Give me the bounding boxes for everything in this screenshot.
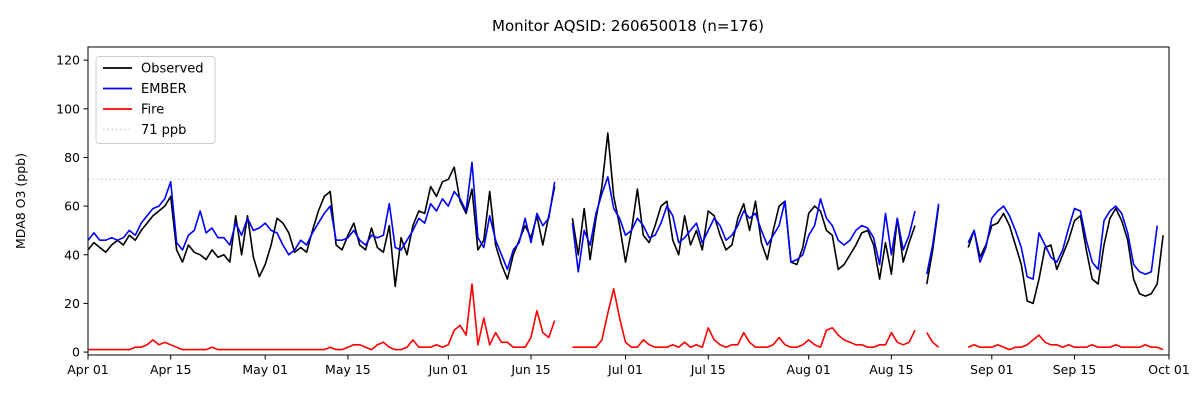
legend-label-observed: Observed xyxy=(141,62,204,77)
x-tick-label: Oct 01 xyxy=(1148,362,1190,377)
plot-area: 0 20 40 60 80 100 120 Apr 01 Apr 15 May 01 May 15 J… xyxy=(56,46,1190,377)
y-tick-label: 20 xyxy=(64,296,80,311)
x-tick-label: Jul 01 xyxy=(607,362,643,377)
chart-title: Monitor AQSID: 260650018 (n=176) xyxy=(492,17,764,35)
x-tick-label: Aug 15 xyxy=(869,362,913,377)
x-tick-label: Apr 01 xyxy=(67,362,109,377)
legend: Observed EMBER Fire 71 ppb xyxy=(95,56,216,144)
fire-line xyxy=(88,283,1164,351)
x-tick-label: Sep 01 xyxy=(970,362,1013,377)
y-tick-label: 80 xyxy=(64,150,80,165)
ember-line xyxy=(87,161,1158,280)
y-tick-label: 0 xyxy=(72,345,80,360)
legend-label-fire: Fire xyxy=(141,103,164,118)
observed-line xyxy=(87,132,1164,305)
y-tick-label: 100 xyxy=(56,101,80,116)
legend-box xyxy=(95,56,216,144)
y-tick-label: 60 xyxy=(64,199,80,214)
x-tick-label: Jun 15 xyxy=(510,362,550,377)
plot-border xyxy=(87,46,1170,356)
x-tick-label: Jul 15 xyxy=(690,362,726,377)
x-tick-label: May 15 xyxy=(325,362,371,377)
legend-label-71-ppb: 71 ppb xyxy=(141,123,186,138)
x-tick-label: Sep 15 xyxy=(1053,362,1096,377)
y-axis-label: MDA8 O3 (ppb) xyxy=(13,153,28,249)
x-tick-label: Aug 01 xyxy=(787,362,831,377)
x-tick-label: Apr 15 xyxy=(150,362,192,377)
y-tick-label: 120 xyxy=(56,53,80,68)
x-tick-label: May 01 xyxy=(242,362,288,377)
x-tick-label: Jun 01 xyxy=(428,362,468,377)
y-tick-label: 40 xyxy=(64,247,80,262)
legend-label-ember: EMBER xyxy=(141,82,187,97)
